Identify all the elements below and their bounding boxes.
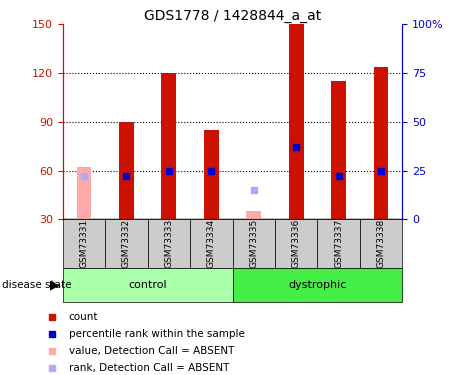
Bar (232, 268, 402, 302)
Text: GSM73334: GSM73334 (207, 219, 216, 268)
Bar (331, 81, 346, 219)
Text: GSM73333: GSM73333 (164, 219, 173, 268)
Text: disease state: disease state (2, 280, 72, 290)
Text: GSM73335: GSM73335 (249, 219, 258, 268)
Bar (289, 24, 304, 219)
Bar (63, 219, 105, 268)
Bar (63, 268, 232, 302)
Bar (161, 73, 176, 219)
Text: percentile rank within the sample: percentile rank within the sample (69, 328, 245, 339)
Text: count: count (69, 312, 98, 322)
Bar (147, 219, 190, 268)
Bar (204, 130, 219, 219)
Bar (190, 219, 232, 268)
Text: rank, Detection Call = ABSENT: rank, Detection Call = ABSENT (69, 363, 229, 373)
Text: GSM73336: GSM73336 (292, 219, 301, 268)
Text: GSM73331: GSM73331 (80, 219, 88, 268)
Bar (373, 67, 388, 219)
Bar (360, 219, 402, 268)
Bar (317, 219, 360, 268)
Text: value, Detection Call = ABSENT: value, Detection Call = ABSENT (69, 346, 234, 356)
Text: GSM73337: GSM73337 (334, 219, 343, 268)
Text: GSM73332: GSM73332 (122, 219, 131, 268)
Bar (232, 219, 275, 268)
Text: control: control (128, 280, 167, 290)
Bar (119, 122, 134, 219)
Text: ▶: ▶ (50, 279, 60, 291)
Bar (275, 219, 317, 268)
Text: GSM73338: GSM73338 (377, 219, 385, 268)
Bar (77, 167, 92, 219)
Bar (246, 211, 261, 219)
Text: dystrophic: dystrophic (288, 280, 346, 290)
Bar (105, 219, 147, 268)
Title: GDS1778 / 1428844_a_at: GDS1778 / 1428844_a_at (144, 9, 321, 23)
